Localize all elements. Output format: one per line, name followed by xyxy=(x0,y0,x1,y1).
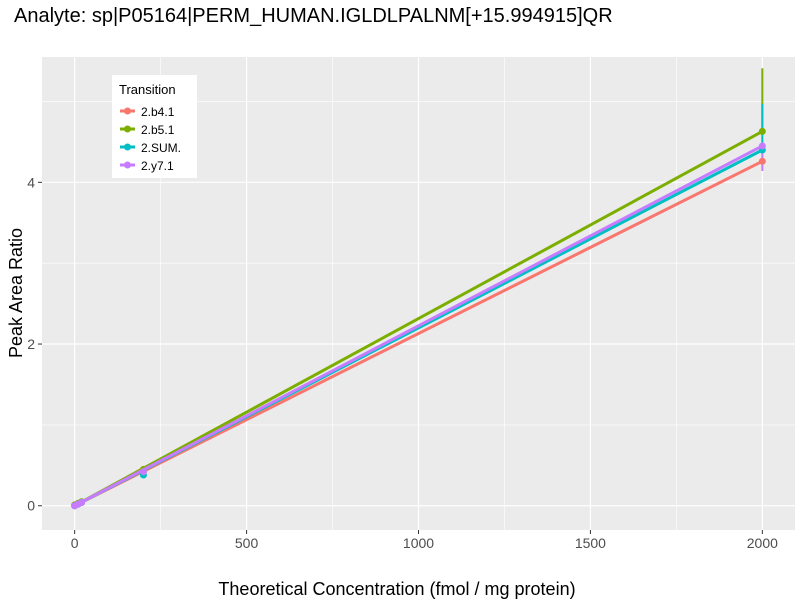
legend-key-point xyxy=(124,143,131,151)
legend-key-point xyxy=(124,107,131,115)
x-tick-label: 1500 xyxy=(575,535,606,551)
x-tick-label: 0 xyxy=(71,535,79,551)
x-tick-label: 500 xyxy=(235,535,259,551)
chart-title: Analyte: sp|P05164|PERM_HUMAN.IGLDLPALNM… xyxy=(14,5,613,27)
legend: Transition 2.b4.1 2.b5.1 2.SUM. 2.y7.1 xyxy=(112,75,197,178)
y-tick-label: 0 xyxy=(27,498,35,514)
legend-label: 2.b5.1 xyxy=(141,123,175,137)
data-point xyxy=(758,142,766,150)
y-tick-label: 4 xyxy=(27,174,35,190)
data-point xyxy=(139,468,147,476)
data-point xyxy=(758,157,766,165)
legend-key-point xyxy=(124,161,131,169)
data-point xyxy=(758,127,766,135)
legend-label: 2.SUM. xyxy=(141,141,181,155)
y-axis-label: Peak Area Ratio xyxy=(6,228,26,358)
legend-key-point xyxy=(124,125,131,133)
legend-label: 2.b4.1 xyxy=(141,105,175,119)
fit-line-2.b5.1 xyxy=(73,130,764,508)
legend-label: 2.y7.1 xyxy=(141,159,174,173)
x-axis-label: Theoretical Concentration (fmol / mg pro… xyxy=(218,579,575,599)
y-tick-label: 2 xyxy=(27,336,35,352)
x-tick-label: 2000 xyxy=(747,535,778,551)
fit-line-2.y7.1 xyxy=(73,144,764,508)
legend-title: Transition xyxy=(119,82,176,97)
fit-line-2.b4.1 xyxy=(73,159,764,508)
data-point xyxy=(78,499,86,507)
x-tick-label: 1000 xyxy=(403,535,434,551)
